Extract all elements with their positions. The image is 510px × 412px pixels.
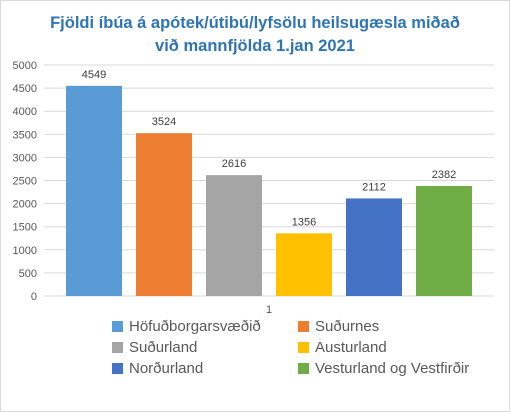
legend-swatch [112,321,123,332]
legend-item: Norðurland [112,360,203,377]
legend-item: Suðurnes [298,318,379,335]
bar-su-urnes [136,133,192,296]
legend-swatch [112,342,123,353]
data-label: 3524 [152,116,176,128]
legend-swatch [298,363,309,374]
data-label: 2616 [222,158,246,170]
bar-su-urland [206,175,262,296]
legend-item: Austurland [298,339,387,356]
legend-label: Suðurnes [315,318,380,335]
legend-label: Vesturland og Vestfirðir [315,360,470,377]
legend-item: Vesturland og Vestfirðir [298,360,469,377]
y-tick-label: 5000 [13,60,37,72]
y-tick-label: 3000 [13,152,37,164]
y-tick-label: 2500 [13,176,37,188]
bar-vesturland-og-vestfir-ir [416,185,472,296]
y-tick-label: 3500 [13,129,37,141]
data-label: 2382 [432,169,456,181]
legend-label: Suðurland [129,339,198,356]
data-label: 2112 [362,181,386,193]
chart-title-line-1: Fjöldi íbúa á apótek/útibú/lyfsölu heils… [50,14,460,32]
legend-label: Austurland [315,339,387,356]
chart-title-line-2: við mannfjölda 1.jan 2021 [155,37,355,55]
y-tick-label: 1000 [13,245,37,257]
legend-label: Höfuðborgarsvæðið [129,318,261,335]
y-tick-label: 4500 [13,83,37,95]
y-tick-label: 2000 [13,199,37,211]
bar-nor-urland [346,198,402,296]
x-tick-label: 1 [266,304,272,316]
data-label: 1356 [292,216,316,228]
data-label: 4549 [82,69,106,81]
y-tick-label: 1500 [13,222,37,234]
bar-h-fu-borgarsv-i- [66,85,122,296]
legend-label: Norðurland [129,360,204,377]
y-tick-label: 4000 [13,106,37,118]
legend-swatch [112,363,123,374]
legend-item: Suðurland [112,339,197,356]
bar-austurland [276,233,332,296]
legend-swatch [298,321,309,332]
y-tick-label: 0 [31,291,37,303]
chart-title: Fjöldi íbúa á apótek/útibú/lyfsölu heils… [0,12,510,58]
legend-item: Höfuðborgarsvæðið [112,318,261,335]
y-tick-label: 500 [19,268,37,280]
legend-swatch [298,342,309,353]
